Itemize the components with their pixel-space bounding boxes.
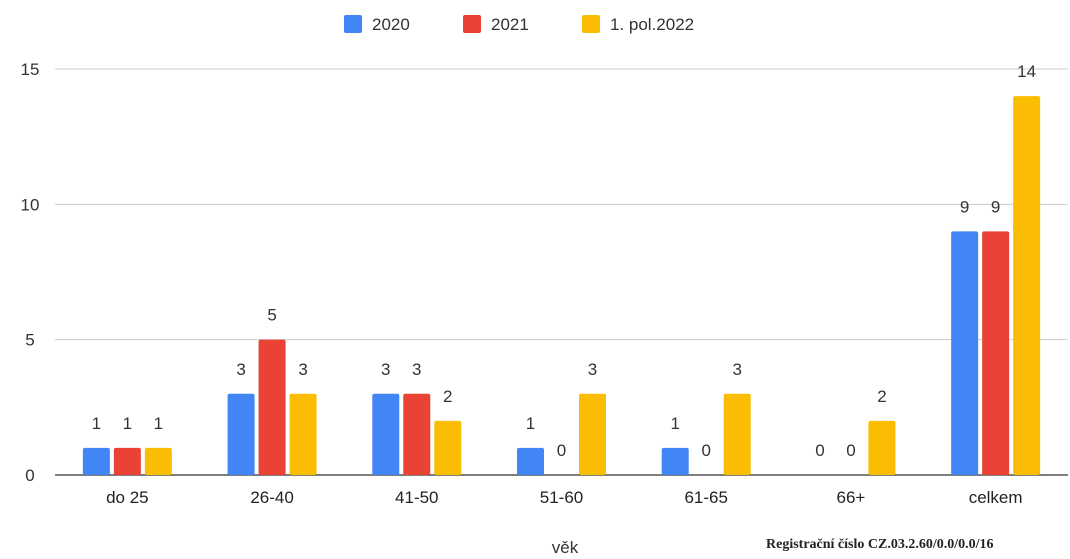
data-label-61-65-2021: 0 — [701, 441, 710, 460]
bar-66+-1. pol.2022 — [868, 420, 896, 475]
x-category-label: 61-65 — [684, 488, 727, 507]
x-category-label: 66+ — [837, 488, 866, 507]
data-label-61-65-2020: 1 — [670, 414, 679, 433]
x-category-label: 26-40 — [250, 488, 293, 507]
legend-swatch-1. pol.2022 — [582, 15, 600, 33]
data-labels: 1 1 1 3 5 3 3 3 2 1 0 3 1 0 3 0 0 2 9 9 14 — [92, 62, 1036, 460]
bar-51-60-1. pol.2022 — [579, 393, 606, 475]
legend-label-2020: 2020 — [372, 15, 410, 34]
data-label-celkem-2021: 9 — [991, 197, 1000, 216]
data-label-66+-1. pol.2022: 2 — [877, 387, 886, 406]
legend-label-1. pol.2022: 1. pol.2022 — [610, 15, 694, 34]
data-label-41-50-2021: 3 — [412, 360, 421, 379]
data-label-celkem-2020: 9 — [960, 197, 969, 216]
data-label-do 25-2020: 1 — [92, 414, 101, 433]
y-tick-label-0: 0 — [25, 466, 34, 485]
data-label-41-50-2020: 3 — [381, 360, 390, 379]
y-tick-label-15: 15 — [21, 60, 40, 79]
bar-celkem-2020 — [951, 231, 979, 475]
bar-do 25-2021 — [113, 447, 141, 475]
bar-26-40-2021 — [258, 339, 286, 475]
data-label-do 25-2021: 1 — [123, 414, 132, 433]
bar-61-65-1. pol.2022 — [723, 393, 751, 475]
bar-celkem-1. pol.2022 — [1013, 96, 1041, 476]
gridlines — [55, 68, 1068, 476]
y-axis-ticks: 0 5 10 15 — [21, 60, 40, 485]
bar-41-50-2020 — [372, 393, 400, 475]
data-label-26-40-1. pol.2022: 3 — [298, 360, 307, 379]
bar-celkem-2021 — [982, 231, 1010, 475]
data-label-61-65-1. pol.2022: 3 — [732, 360, 741, 379]
data-label-66+-2020: 0 — [815, 441, 824, 460]
data-label-51-60-2020: 1 — [526, 414, 535, 433]
x-axis-label: věk — [552, 538, 579, 557]
y-tick-label-5: 5 — [25, 331, 34, 350]
data-label-do 25-1. pol.2022: 1 — [154, 414, 163, 433]
bar-41-50-2021 — [403, 393, 431, 475]
x-category-label: 41-50 — [395, 488, 438, 507]
bar-do 25-2020 — [82, 447, 110, 475]
legend-swatch-2021 — [463, 15, 481, 33]
bar-26-40-1. pol.2022 — [289, 393, 317, 475]
data-label-51-60-2021: 0 — [557, 441, 566, 460]
bar-41-50-1. pol.2022 — [434, 420, 462, 475]
registration-number: Registrační číslo CZ.03.2.60/0.0/0.0/16 — [766, 537, 994, 552]
bar-do 25-1. pol.2022 — [144, 447, 172, 475]
data-label-celkem-1. pol.2022: 14 — [1017, 62, 1036, 81]
bar-61-65-2020 — [661, 447, 689, 475]
x-category-label: do 25 — [106, 488, 149, 507]
x-category-label: celkem — [969, 488, 1023, 507]
x-category-label: 51-60 — [540, 488, 583, 507]
legend-swatch-2020 — [344, 15, 362, 33]
data-label-41-50-1. pol.2022: 2 — [443, 387, 452, 406]
x-axis-categories: do 25 26-40 41-50 51-60 61-65 66+ celkem — [106, 488, 1022, 507]
bar-51-60-2020 — [517, 447, 544, 475]
data-label-26-40-2020: 3 — [236, 360, 245, 379]
data-label-66+-2021: 0 — [846, 441, 855, 460]
data-label-51-60-1. pol.2022: 3 — [588, 360, 597, 379]
legend: 2020 2021 1. pol.2022 — [344, 15, 694, 34]
bars — [82, 96, 1041, 476]
legend-label-2021: 2021 — [491, 15, 529, 34]
data-label-26-40-2021: 5 — [267, 306, 276, 325]
bar-26-40-2020 — [227, 393, 255, 475]
y-tick-label-10: 10 — [21, 195, 40, 214]
